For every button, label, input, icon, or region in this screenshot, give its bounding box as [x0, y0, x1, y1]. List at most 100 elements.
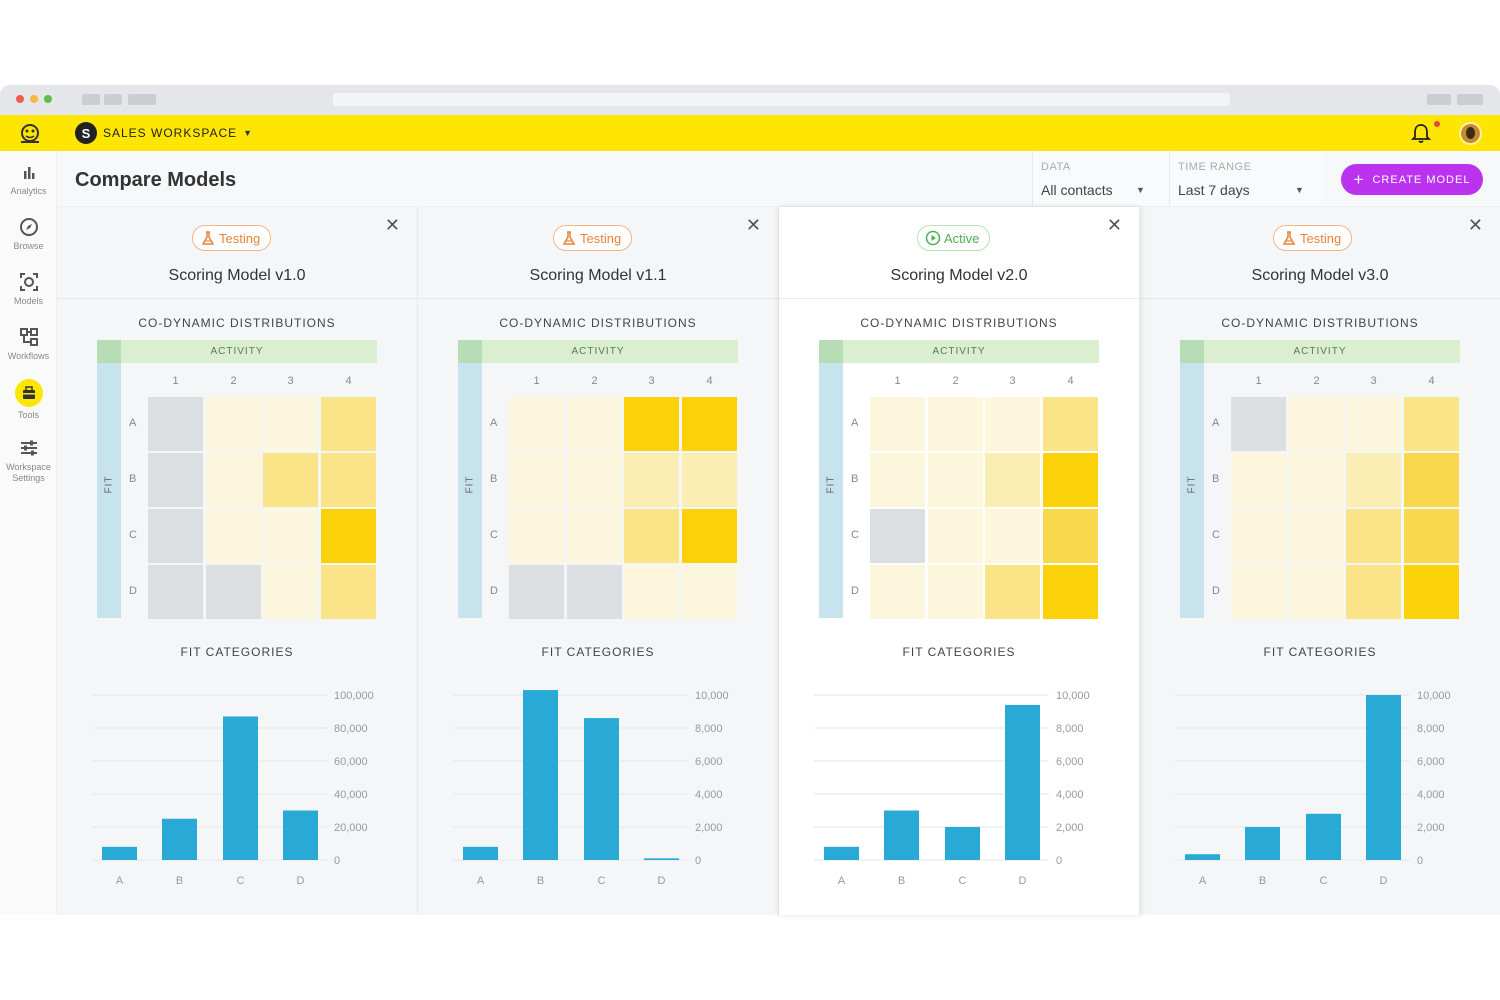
bar[interactable] [584, 718, 619, 860]
heatmap-cell[interactable] [1043, 565, 1098, 619]
user-avatar[interactable] [1459, 122, 1482, 145]
heatmap-cell[interactable] [1289, 453, 1344, 507]
close-panel-icon[interactable]: ✕ [1467, 215, 1483, 235]
sidebar-item-workspace-settings[interactable]: Workspace Settings [0, 437, 57, 487]
heatmap-cell[interactable] [624, 453, 679, 507]
share-button[interactable] [1427, 94, 1451, 105]
bar[interactable] [644, 858, 679, 860]
data-filter-dropdown[interactable]: DATA All contacts ▼ [1032, 151, 1169, 206]
heatmap-cell[interactable] [985, 565, 1040, 619]
sidebar-item-analytics[interactable]: Analytics [0, 161, 57, 211]
heatmap-cell[interactable] [928, 397, 983, 451]
heatmap-cell[interactable] [1289, 509, 1344, 563]
bar[interactable] [223, 716, 258, 860]
heatmap-cell[interactable] [206, 453, 261, 507]
heatmap-cell[interactable] [567, 397, 622, 451]
sidebar-toggle-button[interactable] [128, 94, 156, 105]
close-panel-icon[interactable]: ✕ [745, 215, 761, 235]
heatmap-cell[interactable] [263, 565, 318, 619]
bar[interactable] [884, 810, 919, 861]
heatmap-cell[interactable] [321, 453, 376, 507]
address-bar[interactable] [333, 93, 1230, 106]
heatmap-cell[interactable] [1346, 397, 1401, 451]
workspace-switcher[interactable]: S SALES WORKSPACE ▼ [75, 122, 252, 144]
heatmap-cell[interactable] [1043, 397, 1098, 451]
heatmap-cell[interactable] [148, 453, 203, 507]
heatmap-cell[interactable] [985, 453, 1040, 507]
heatmap-cell[interactable] [263, 397, 318, 451]
tabs-button[interactable] [1457, 94, 1483, 105]
bar[interactable] [1306, 813, 1341, 860]
sidebar-item-workflows[interactable]: Workflows [0, 326, 57, 376]
heatmap-cell[interactable] [1289, 397, 1344, 451]
sidebar-item-browse[interactable]: Browse [0, 216, 57, 266]
heatmap-cell[interactable] [321, 565, 376, 619]
heatmap-cell[interactable] [624, 397, 679, 451]
heatmap-cell[interactable] [321, 397, 376, 451]
heatmap-cell[interactable] [263, 453, 318, 507]
heatmap-cell[interactable] [567, 509, 622, 563]
heatmap-cell[interactable] [148, 565, 203, 619]
heatmap-cell[interactable] [206, 509, 261, 563]
heatmap-cell[interactable] [1404, 453, 1459, 507]
heatmap-cell[interactable] [1043, 509, 1098, 563]
maximize-window-dot[interactable] [44, 95, 52, 103]
sidebar-item-tools[interactable]: Tools [0, 379, 57, 429]
heatmap-cell[interactable] [928, 453, 983, 507]
close-panel-icon[interactable]: ✕ [384, 215, 400, 235]
heatmap-cell[interactable] [1231, 397, 1286, 451]
bar[interactable] [463, 846, 498, 860]
bar[interactable] [102, 846, 137, 860]
minimize-window-dot[interactable] [30, 95, 38, 103]
heatmap-cell[interactable] [682, 397, 737, 451]
bar[interactable] [824, 846, 859, 860]
sidebar-item-models[interactable]: Models [0, 271, 57, 321]
heatmap-cell[interactable] [1404, 509, 1459, 563]
heatmap-cell[interactable] [206, 565, 261, 619]
heatmap-cell[interactable] [567, 565, 622, 619]
heatmap-cell[interactable] [1346, 453, 1401, 507]
app-logo-icon[interactable] [18, 122, 42, 144]
heatmap-cell[interactable] [509, 453, 564, 507]
heatmap-cell[interactable] [682, 509, 737, 563]
heatmap-cell[interactable] [1404, 397, 1459, 451]
bar[interactable] [1245, 827, 1280, 860]
heatmap-cell[interactable] [985, 397, 1040, 451]
create-model-button[interactable]: + CREATE MODEL [1341, 164, 1483, 195]
heatmap-cell[interactable] [1346, 509, 1401, 563]
heatmap-cell[interactable] [1231, 509, 1286, 563]
close-window-dot[interactable] [16, 95, 24, 103]
bar[interactable] [162, 818, 197, 860]
heatmap-cell[interactable] [1346, 565, 1401, 619]
heatmap-cell[interactable] [870, 509, 925, 563]
heatmap-cell[interactable] [321, 509, 376, 563]
heatmap-cell[interactable] [148, 509, 203, 563]
bar[interactable] [1185, 854, 1220, 860]
heatmap-cell[interactable] [928, 565, 983, 619]
heatmap-cell[interactable] [1289, 565, 1344, 619]
heatmap-cell[interactable] [263, 509, 318, 563]
heatmap-cell[interactable] [567, 453, 622, 507]
bar[interactable] [283, 810, 318, 861]
heatmap-cell[interactable] [1231, 453, 1286, 507]
close-panel-icon[interactable]: ✕ [1106, 215, 1122, 235]
heatmap-cell[interactable] [509, 509, 564, 563]
heatmap-cell[interactable] [1404, 565, 1459, 619]
heatmap-cell[interactable] [624, 565, 679, 619]
forward-button[interactable] [104, 94, 122, 105]
heatmap-cell[interactable] [870, 453, 925, 507]
heatmap-cell[interactable] [509, 397, 564, 451]
bar[interactable] [1366, 695, 1401, 860]
heatmap-cell[interactable] [870, 565, 925, 619]
heatmap-cell[interactable] [148, 397, 203, 451]
heatmap-cell[interactable] [509, 565, 564, 619]
heatmap-cell[interactable] [682, 565, 737, 619]
bar[interactable] [1005, 704, 1040, 860]
bar[interactable] [945, 827, 980, 860]
heatmap-cell[interactable] [928, 509, 983, 563]
heatmap-cell[interactable] [206, 397, 261, 451]
notification-bell-icon[interactable] [1410, 122, 1432, 144]
heatmap-cell[interactable] [1231, 565, 1286, 619]
heatmap-cell[interactable] [870, 397, 925, 451]
heatmap-cell[interactable] [985, 509, 1040, 563]
